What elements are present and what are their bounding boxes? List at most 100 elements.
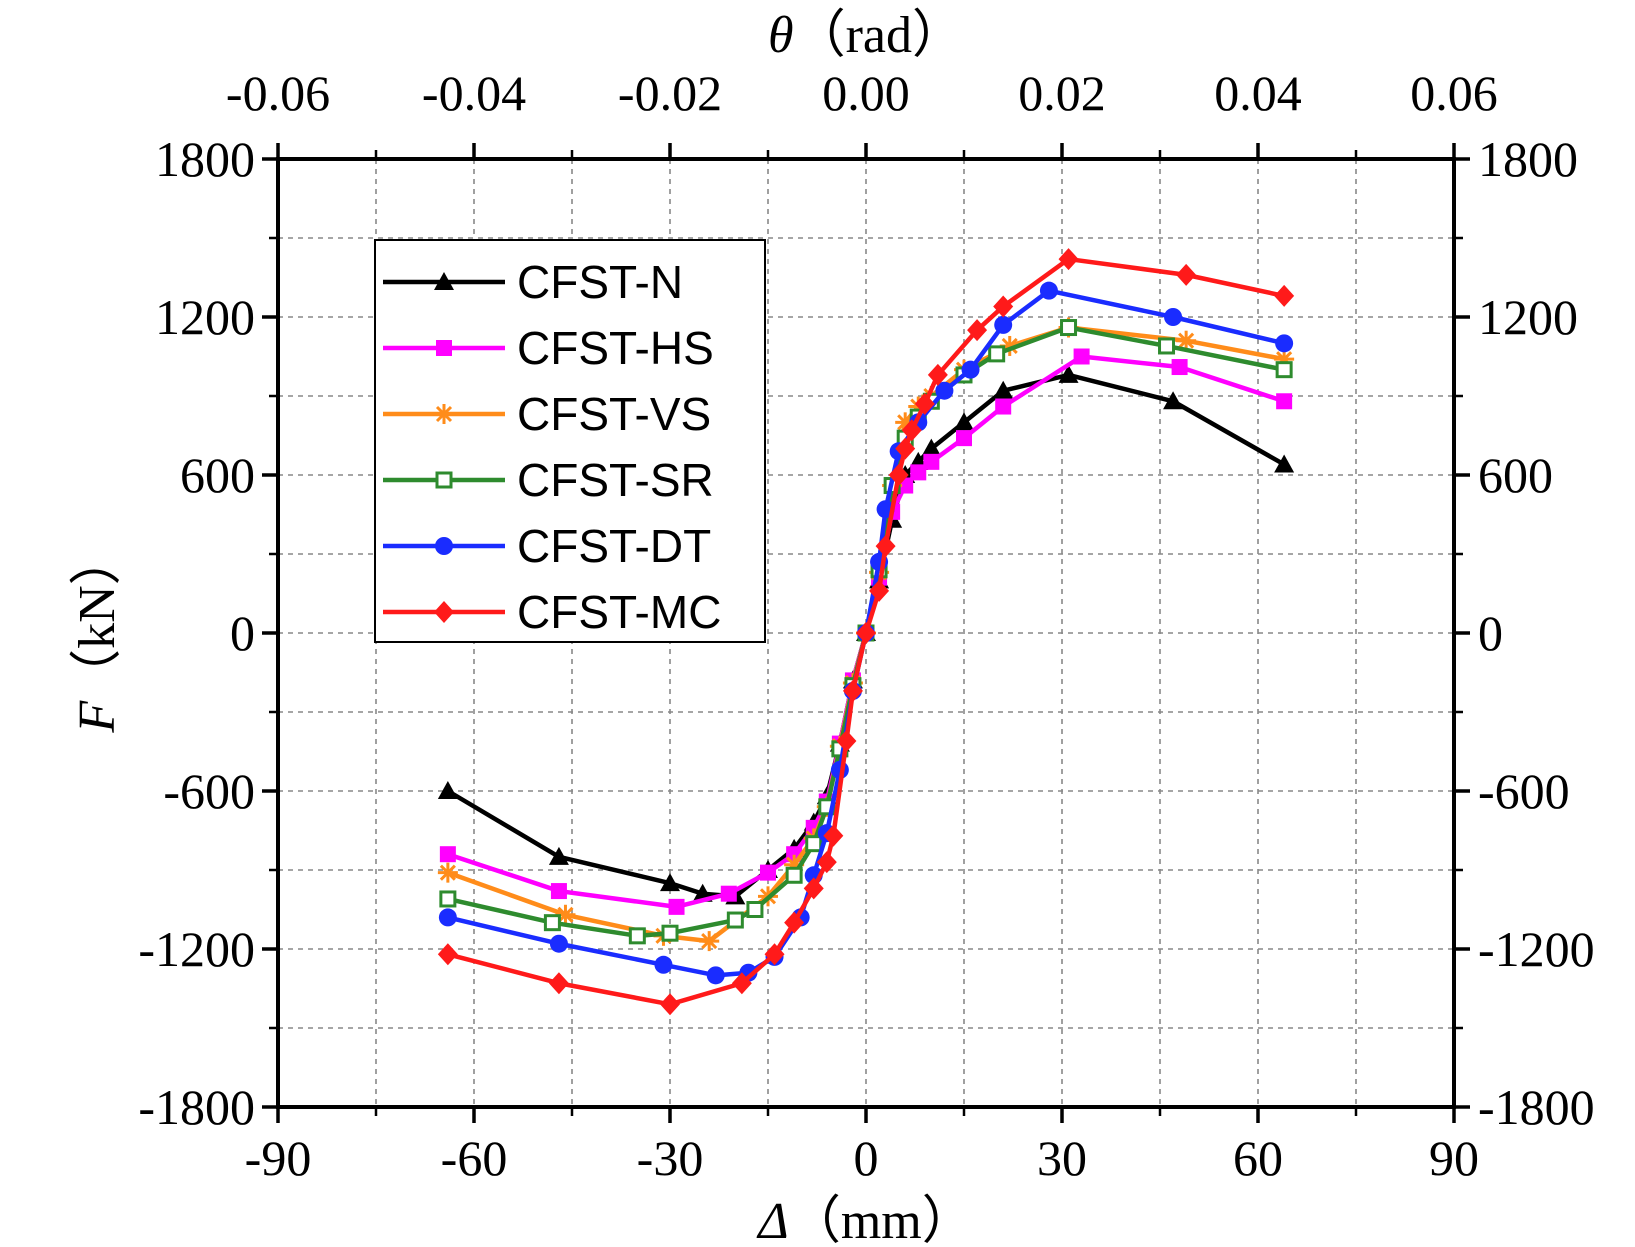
legend-item-cfst-mc: CFST-MC [383,586,721,638]
data-point [923,453,940,470]
data-point [628,927,646,945]
legend-label: CFST-DT [517,520,711,572]
y2-tick-labels: 1800 1200 600 0 -600 -1200 -1800 [1478,131,1595,1135]
x2-tick-labels: -0.06 -0.04 -0.02 0.00 0.02 0.04 0.06 [226,65,1498,121]
y-tick-label: 0 [230,605,255,661]
data-point [660,873,680,892]
data-point [760,864,776,881]
y-axis-title: F（kN） [69,533,126,733]
y-tick-labels: 1800 1200 600 0 -600 -1200 -1800 [138,131,255,1135]
data-point [895,437,916,460]
y-tick-label: -600 [163,763,255,819]
x2-tick-label: 0.04 [1214,65,1302,121]
data-point [836,729,857,752]
data-point [961,360,980,379]
data-point [1039,281,1058,300]
data-point [1073,348,1090,365]
data-point [1060,319,1078,337]
data-point [543,914,561,932]
legend-label: CFST-HS [517,322,714,374]
data-point [995,398,1012,415]
legend-marker [436,340,452,356]
data-point [731,972,752,995]
x2-axis-title: θ（rad） [768,7,964,64]
data-point [1275,334,1294,353]
data-point [993,295,1014,318]
data-point [888,464,909,486]
data-point [1274,284,1295,307]
data-point [720,885,737,902]
data-point [823,824,844,847]
y-tick-label: 1800 [155,131,255,187]
y2-tick-label: 1800 [1478,131,1578,187]
x2-axis-unit: （rad） [794,7,964,64]
data-point [1163,391,1184,410]
data-point [1276,393,1293,410]
data-point [842,679,863,702]
legend-label: CFST-VS [517,388,711,440]
data-point [1164,308,1183,326]
y2-tick-label: -1200 [1478,921,1595,977]
x2-tick-label: 0.06 [1410,65,1498,121]
data-point [706,966,725,985]
data-point [967,319,988,342]
y-tick-label: 600 [180,447,255,503]
legend-item-cfst-dt: CFST-DT [383,520,711,572]
legend-item-cfst-n: CFST-N [383,256,683,308]
x-axis-title: Δ（mm） [756,1193,973,1247]
data-point [1158,337,1176,355]
y-axis-unit: （kN） [69,533,126,701]
x2-tick-label: 0.00 [822,65,910,121]
y2-tick-label: 600 [1478,447,1553,503]
data-point [994,315,1013,334]
x-tick-label: -30 [637,1130,704,1186]
y2-tick-label: 0 [1478,605,1503,661]
data-point [548,972,569,995]
data-point [437,943,458,966]
x2-axis-symbol: θ [768,7,794,64]
legend-box [374,239,766,643]
y-tick-label: 1200 [155,289,255,345]
data-point [914,392,935,415]
legend-marker [434,272,454,290]
x-axis-symbol: Δ [756,1193,789,1247]
data-point [439,846,456,863]
x-tick-label: 90 [1429,1130,1479,1186]
x2-tick-label: -0.04 [422,65,526,121]
y-axis-symbol: F [69,700,126,734]
data-point [784,911,805,934]
data-point [785,866,803,884]
legend-label: CFST-MC [517,586,721,638]
legend-marker [434,404,454,424]
x-axis-unit: （mm） [789,1193,974,1247]
x-tick-label: -90 [245,1130,312,1186]
data-point [869,579,890,602]
legend-item-cfst-hs: CFST-HS [383,322,714,374]
data-point [661,924,679,942]
data-point [549,934,568,953]
y-tick-label: -1800 [138,1079,255,1135]
data-point [437,862,458,883]
x-tick-labels: -90 -60 -30 0 30 60 90 [245,1130,1479,1186]
data-point [726,911,744,929]
data-point [921,438,942,457]
legend-marker [435,537,453,555]
data-point [437,781,458,799]
data-point [803,877,824,900]
y2-tick-label: -600 [1478,763,1570,819]
data-point [935,381,954,400]
data-point [746,901,764,918]
data-point [956,430,972,447]
data-point [910,464,927,481]
legend-marker [434,601,454,623]
data-point [1176,263,1197,286]
x-tick-label: 30 [1037,1130,1087,1186]
data-point [993,380,1014,399]
data-point [438,908,457,927]
data-point [654,955,673,974]
data-point [1171,359,1188,376]
data-point [988,345,1006,363]
data-point [856,622,876,644]
data-point [1058,248,1079,271]
